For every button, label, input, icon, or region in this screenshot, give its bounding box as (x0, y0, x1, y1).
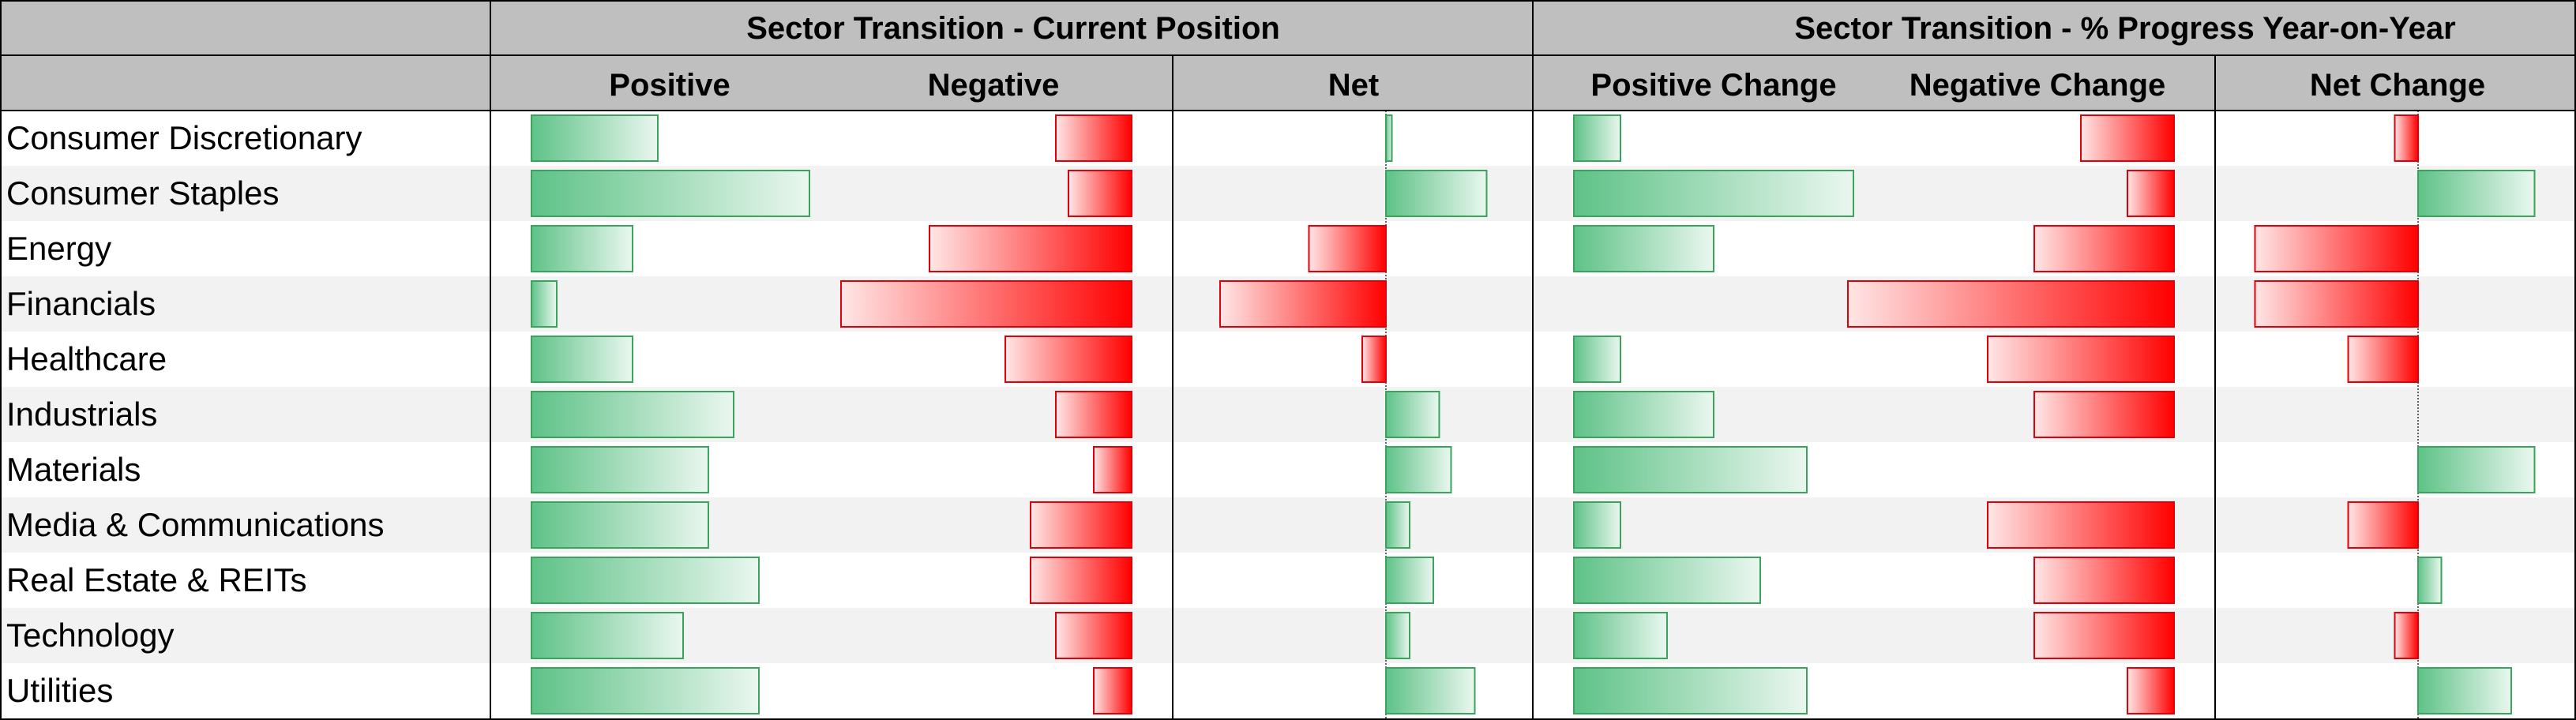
positive-change-bar-consumer-discretionary (1573, 114, 1621, 162)
positive-change-bar-energy (1573, 225, 1714, 272)
net-bar-energy (1308, 225, 1387, 272)
positive-bar-financials (531, 280, 558, 328)
negative-bar-real-estate-and-reits (1030, 557, 1132, 604)
bar-layer (531, 111, 2536, 720)
positive-change-bar-consumer-staples (1573, 170, 1854, 217)
positive-change-bar-technology (1573, 612, 1668, 659)
negative-bar-consumer-discretionary (1055, 114, 1132, 162)
net-bar-technology (1385, 612, 1410, 659)
negative-bar-media-and-communications (1030, 501, 1132, 549)
negative-change-bar-media-and-communications (1987, 501, 2175, 549)
negative-change-bar-healthcare (1987, 336, 2175, 383)
net-change-bar-materials (2417, 446, 2536, 493)
negative-bar-technology (1055, 612, 1132, 659)
positive-bar-energy (531, 225, 633, 272)
positive-change-bar-media-and-communications (1573, 501, 1621, 549)
col-header-net-change: Net Change (2310, 68, 2485, 103)
negative-bar-materials (1093, 446, 1132, 493)
row-label-consumer-staples: Consumer Staples (6, 174, 280, 212)
net-change-bar-consumer-staples (2417, 170, 2536, 217)
row-stripe (0, 608, 2576, 663)
net-bar-materials (1385, 446, 1452, 493)
positive-change-bar-healthcare (1573, 336, 1621, 383)
negative-change-bar-utilities (2127, 667, 2175, 714)
row-stripe (0, 166, 2576, 221)
row-label-consumer-discretionary: Consumer Discretionary (6, 119, 362, 156)
net-change-bar-technology (2394, 612, 2419, 659)
row-stripe (0, 497, 2576, 553)
positive-change-bar-industrials (1573, 391, 1714, 438)
net-bar-consumer-staples (1385, 170, 1488, 217)
positive-bar-real-estate-and-reits (531, 557, 760, 604)
negative-bar-financials (840, 280, 1132, 328)
net-bar-consumer-discretionary (1385, 114, 1393, 162)
row-label-materials: Materials (6, 451, 141, 488)
col-header-negative-change: Negative Change (1909, 68, 2166, 103)
positive-bar-technology (531, 612, 684, 659)
negative-bar-healthcare (1004, 336, 1132, 383)
col-header-positive-change: Positive Change (1590, 68, 1836, 103)
table-body: Consumer Discretionary Consumer Staples En… (0, 119, 2576, 709)
col-header-positive: Positive (609, 68, 730, 103)
net-change-bar-financials (2254, 280, 2419, 328)
positive-bar-industrials (531, 391, 734, 438)
group-title-progress: Sector Transition - % Progress Year-on-Y… (1794, 11, 2455, 46)
net-change-bar-consumer-discretionary (2394, 114, 2419, 162)
negative-bar-consumer-staples (1068, 170, 1132, 217)
row-label-financials: Financials (6, 285, 156, 322)
negative-change-bar-financials (1847, 280, 2175, 328)
row-label-media-and-communications: Media & Communications (6, 506, 385, 543)
net-change-bar-utilities (2417, 667, 2512, 714)
negative-change-bar-technology (2033, 612, 2175, 659)
positive-change-bar-real-estate-and-reits (1573, 557, 1761, 604)
negative-change-bar-real-estate-and-reits (2033, 557, 2175, 604)
net-change-bar-energy (2254, 225, 2419, 272)
net-change-bar-healthcare (2347, 336, 2419, 383)
row-label-energy: Energy (6, 230, 111, 267)
row-label-technology: Technology (6, 617, 174, 654)
negative-change-bar-consumer-discretionary (2080, 114, 2175, 162)
net-bar-financials (1219, 280, 1387, 328)
net-bar-real-estate-and-reits (1385, 557, 1434, 604)
negative-change-bar-consumer-staples (2127, 170, 2175, 217)
negative-bar-industrials (1055, 391, 1132, 438)
net-bar-media-and-communications (1385, 501, 1410, 549)
row-stripe (0, 387, 2576, 442)
negative-change-bar-energy (2033, 225, 2175, 272)
negative-bar-utilities (1093, 667, 1132, 714)
row-label-utilities: Utilities (6, 672, 113, 709)
positive-bar-consumer-discretionary (531, 114, 659, 162)
positive-bar-utilities (531, 667, 760, 714)
row-label-real-estate-and-reits: Real Estate & REITs (6, 561, 306, 598)
group-title-current: Sector Transition - Current Position (746, 11, 1280, 46)
positive-bar-materials (531, 446, 709, 493)
negative-change-bar-industrials (2033, 391, 2175, 438)
positive-bar-consumer-staples (531, 170, 810, 217)
positive-bar-healthcare (531, 336, 633, 383)
row-label-industrials: Industrials (6, 396, 157, 433)
positive-bar-media-and-communications (531, 501, 709, 549)
net-change-bar-real-estate-and-reits (2417, 557, 2443, 604)
net-bar-industrials (1385, 391, 1440, 438)
positive-change-bar-materials (1573, 446, 1808, 493)
net-bar-healthcare (1361, 336, 1387, 383)
negative-bar-energy (929, 225, 1132, 272)
col-header-negative: Negative (928, 68, 1060, 103)
net-change-bar-media-and-communications (2347, 501, 2419, 549)
net-bar-utilities (1385, 667, 1476, 714)
positive-change-bar-utilities (1573, 667, 1808, 714)
row-label-healthcare: Healthcare (6, 340, 167, 377)
col-header-net: Net (1328, 68, 1379, 103)
